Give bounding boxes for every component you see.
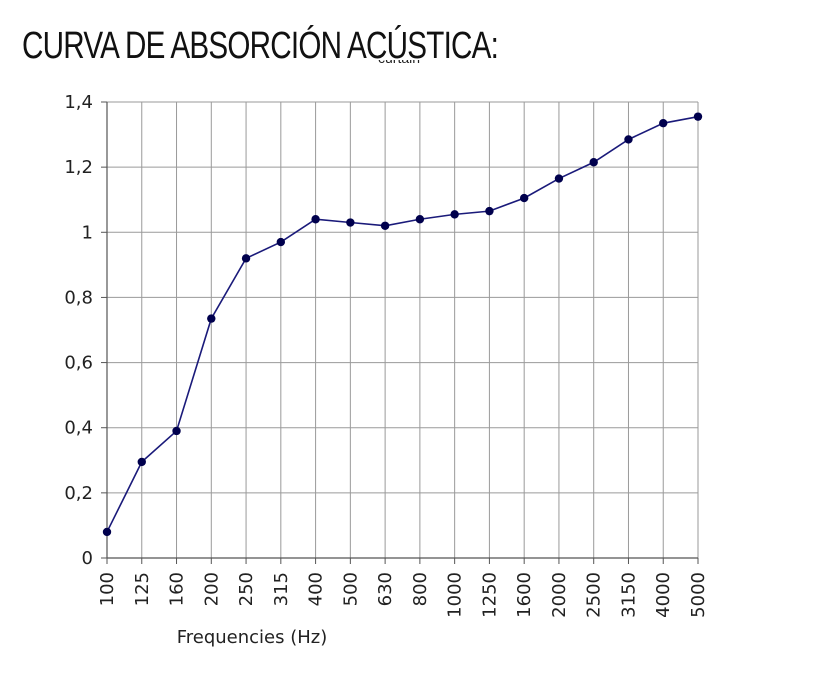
y-tick-label: 0 <box>82 548 93 569</box>
data-point <box>415 215 425 224</box>
data-point <box>659 118 668 128</box>
x-axis-ticks: 100 125 160 200 250 315 400 500 630 800 1000 1250 16… <box>97 572 709 618</box>
data-point <box>693 112 703 121</box>
y-tick-label: 0,2 <box>64 483 93 504</box>
chart-grid <box>106 101 699 559</box>
chart-subtitle: curtain <box>378 60 420 66</box>
y-tick-label: 1,2 <box>64 157 93 178</box>
data-point <box>380 221 390 230</box>
x-tick-label: 4000 <box>653 572 674 618</box>
x-tick-label: 500 <box>340 572 361 606</box>
x-tick-label: 100 <box>97 572 118 606</box>
chart-subtitle-clipped: curtain <box>370 60 450 74</box>
series-line <box>106 115 699 533</box>
x-tick-label: 3150 <box>618 572 639 618</box>
x-tick-label: 160 <box>167 572 188 606</box>
x-tick-label: 800 <box>410 572 431 606</box>
data-point <box>172 426 181 436</box>
x-tick-label: 125 <box>132 572 153 606</box>
data-point <box>241 254 251 263</box>
data-point <box>450 210 459 219</box>
data-point <box>485 206 494 216</box>
y-tick-label: 0,6 <box>64 353 93 374</box>
chart-series <box>102 112 703 537</box>
x-tick-label: 630 <box>375 572 396 606</box>
x-axis-label: Frequencies (Hz) <box>177 627 328 648</box>
y-tick-label: 1 <box>82 222 93 243</box>
y-tick-label: 0,8 <box>64 287 93 308</box>
x-tick-label: 2000 <box>549 572 570 618</box>
data-point <box>346 218 355 227</box>
x-tick-label: 200 <box>201 572 222 606</box>
data-point <box>624 135 633 144</box>
y-axis-ticks: 0 0,2 0,4 0,6 0,8 1 1,2 1,4 <box>64 92 93 569</box>
page-title: CURVA DE ABSORCIÓN ACÚSTICA: <box>22 25 499 67</box>
x-tick-label: 1250 <box>479 572 500 618</box>
data-point <box>519 193 529 203</box>
data-point <box>589 158 598 167</box>
data-point <box>207 314 216 323</box>
data-point <box>137 457 146 467</box>
data-point <box>554 174 564 183</box>
y-tick-label: 0,4 <box>64 418 93 439</box>
x-tick-label: 315 <box>271 572 292 606</box>
x-tick-label: 5000 <box>688 572 709 618</box>
data-point <box>276 237 286 247</box>
x-tick-label: 400 <box>306 572 327 606</box>
x-tick-label: 250 <box>236 572 257 606</box>
data-point <box>311 215 320 224</box>
y-tick-label: 1,4 <box>64 92 93 113</box>
x-tick-label: 2500 <box>584 572 605 618</box>
x-tick-label: 1000 <box>445 572 466 618</box>
x-tick-label: 1600 <box>514 572 535 618</box>
data-point <box>102 527 112 537</box>
chart-axes <box>101 101 699 564</box>
